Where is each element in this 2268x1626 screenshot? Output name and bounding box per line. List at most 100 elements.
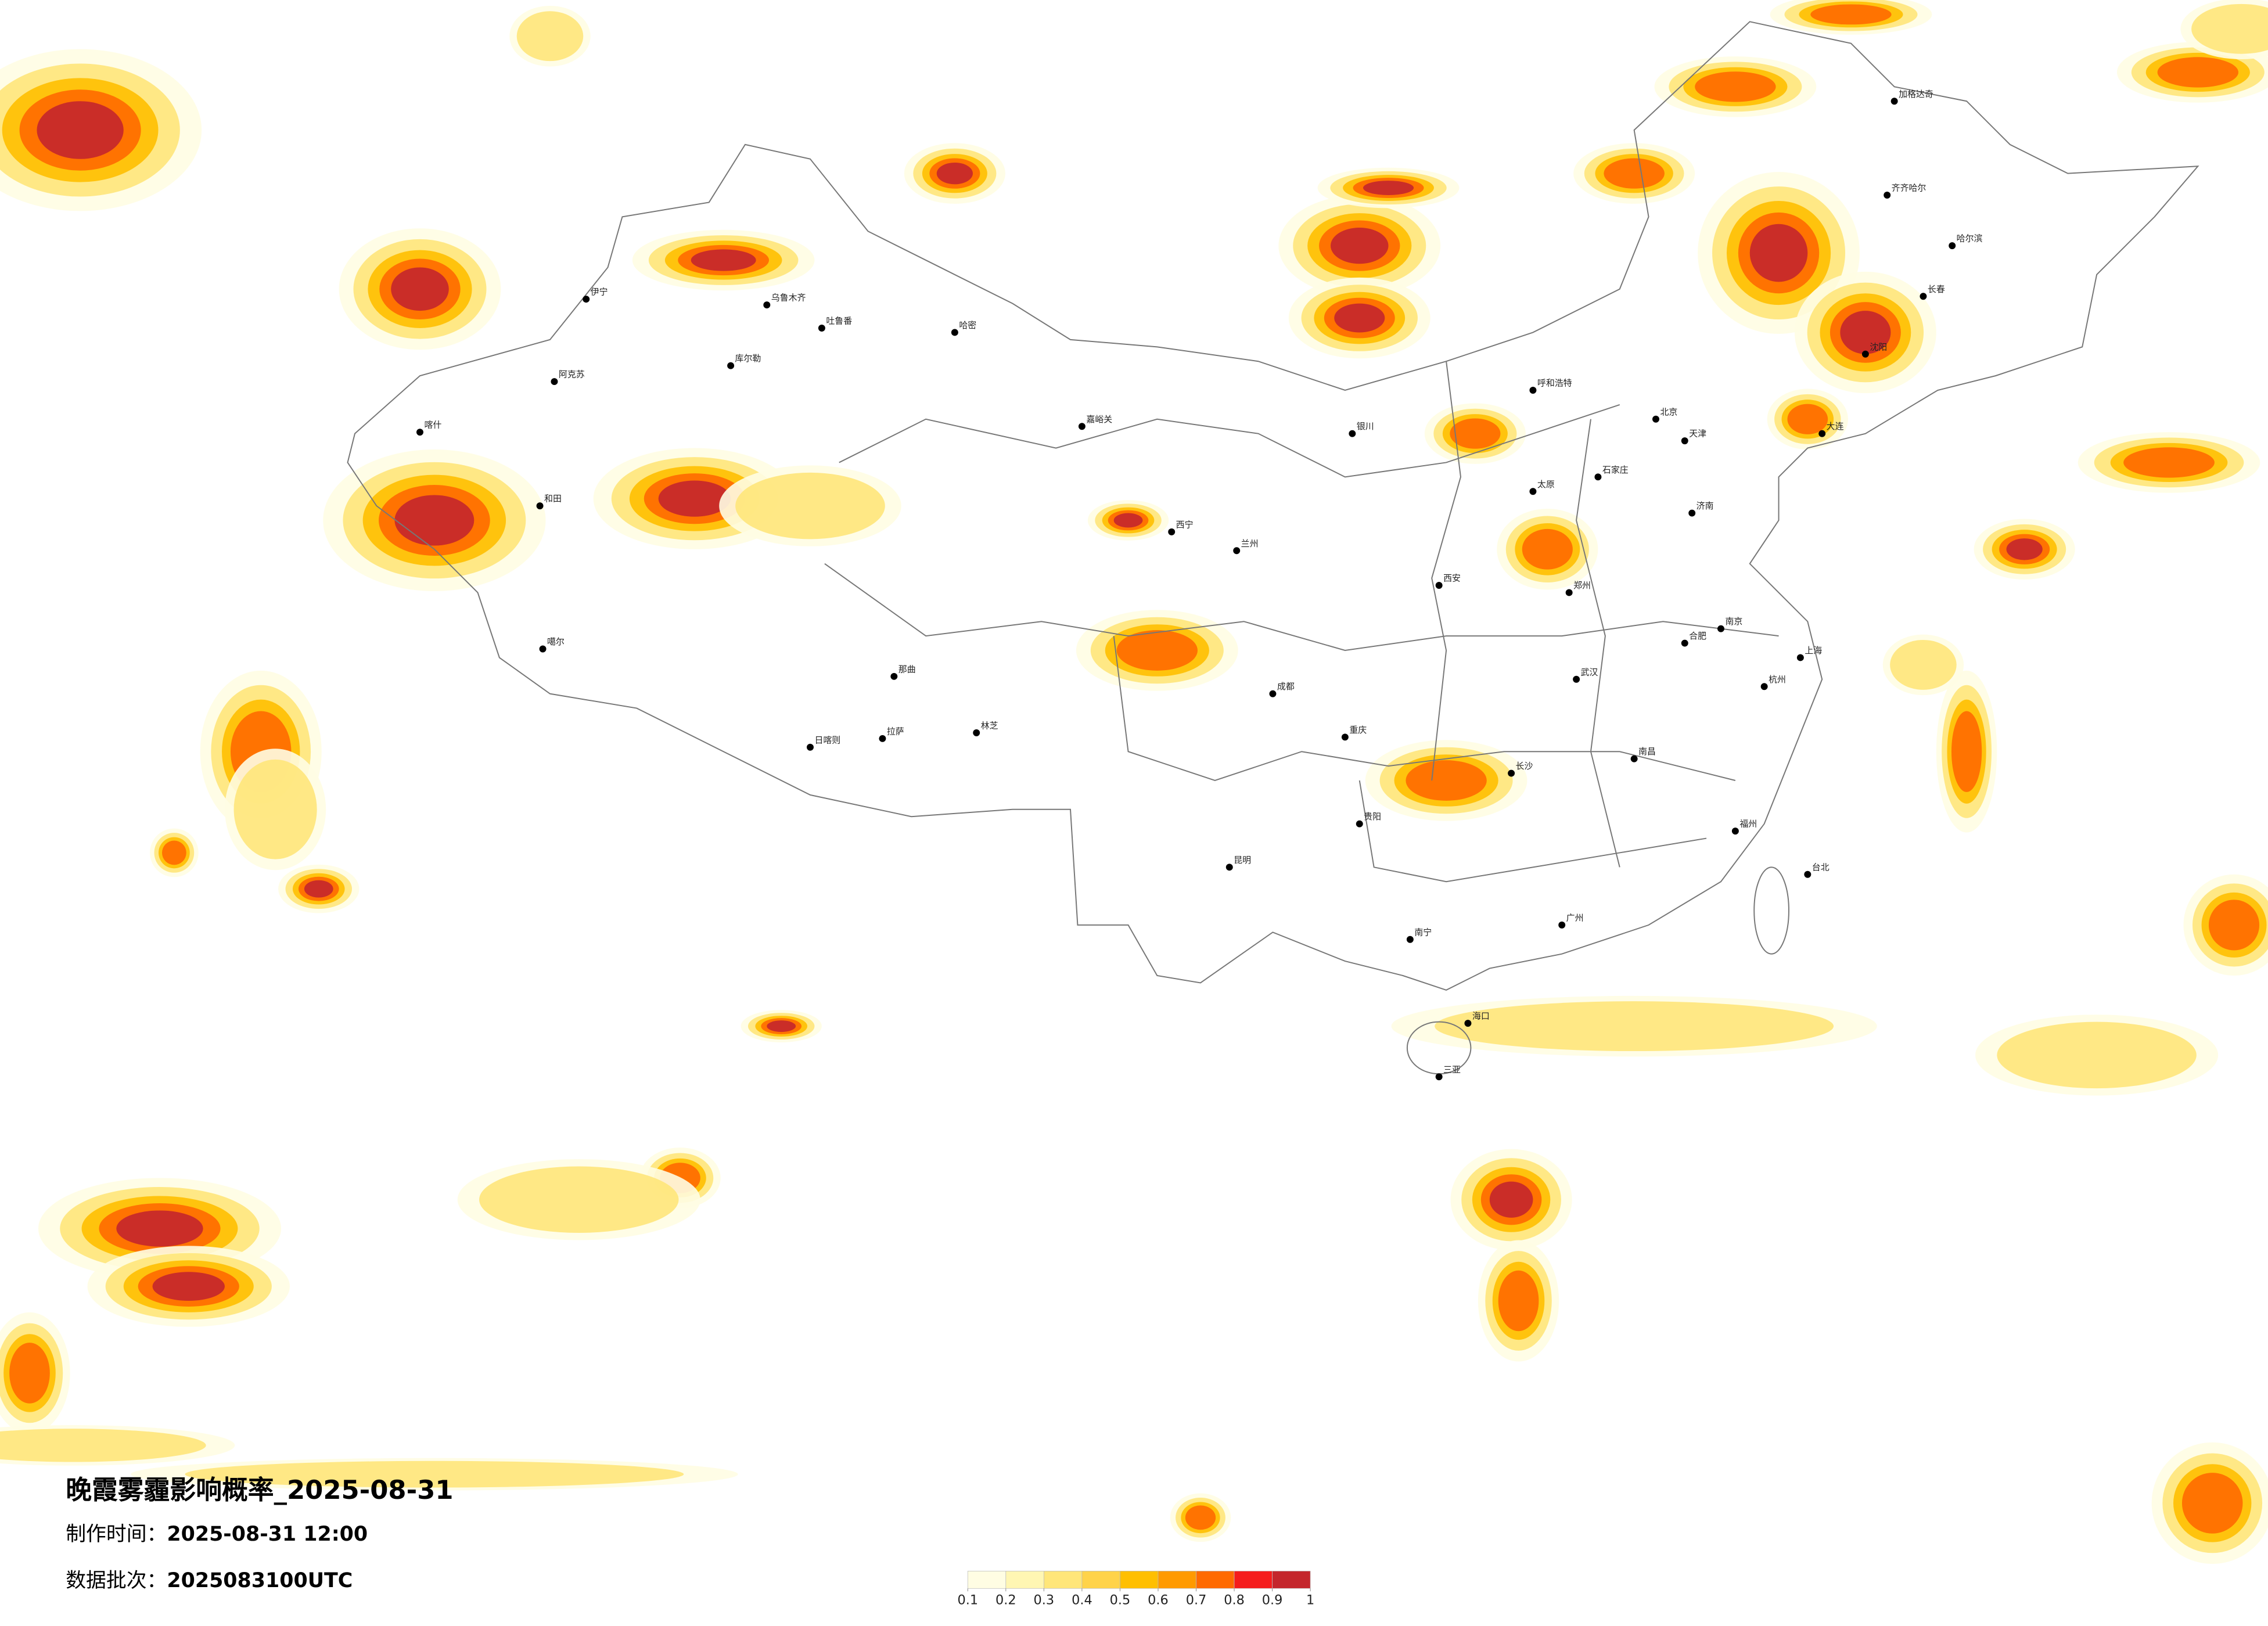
city-label: 杭州 [1769, 674, 1786, 685]
haze-area [2181, 1473, 2243, 1534]
haze-area [233, 759, 317, 859]
city-label: 济南 [1696, 501, 1714, 511]
province-border [1358, 780, 1707, 883]
city-dot [1760, 683, 1768, 690]
city-dot [1884, 192, 1891, 199]
legend-swatch [1272, 1571, 1311, 1589]
city-label: 天津 [1689, 429, 1706, 439]
city-dot [1681, 639, 1688, 647]
city-dot [1529, 488, 1537, 495]
city-label: 海口 [1472, 1011, 1490, 1021]
legend-tick-label: 0.6 [1148, 1593, 1169, 1608]
city-label: 林芝 [981, 720, 998, 731]
city-label: 福州 [1739, 819, 1757, 829]
city-dot [807, 743, 814, 751]
city-dot [1464, 1020, 1472, 1027]
legend-swatch [1234, 1571, 1273, 1589]
haze-area [116, 1210, 203, 1247]
city-label: 日喀则 [814, 735, 840, 745]
city-label: 西安 [1443, 573, 1461, 584]
province-border [1576, 419, 1620, 868]
city-label: 成都 [1277, 681, 1295, 692]
haze-area [1334, 303, 1385, 333]
haze-area [1498, 1270, 1539, 1332]
city-dot [1681, 437, 1688, 445]
city-dot [1688, 509, 1696, 517]
city-label: 哈密 [959, 320, 976, 330]
china-outline [347, 21, 2199, 991]
city-dot [1225, 864, 1233, 871]
city-dot [539, 645, 547, 653]
production-time: 制作时间：2025-08-31 12:00 [66, 1523, 368, 1546]
city-label: 北京 [1660, 406, 1677, 417]
haze-area [0, 1429, 206, 1462]
city-dot [1435, 582, 1443, 589]
city-label: 乌鲁木齐 [771, 293, 806, 303]
haze-area [1406, 760, 1487, 801]
haze-area [1890, 639, 1957, 690]
city-dot [1078, 423, 1086, 430]
city-dot [536, 502, 544, 510]
map-title: 晚霞雾霾影响概率_2025-08-31 [66, 1474, 453, 1505]
city-dot [727, 362, 735, 369]
haze-area [2191, 3, 2268, 54]
city-label: 郑州 [1573, 580, 1591, 591]
city-dot [1558, 921, 1566, 929]
city-label: 大连 [1827, 421, 1844, 431]
city-dot [1861, 350, 1869, 358]
legend-swatch [1005, 1571, 1044, 1589]
city-label: 阿克苏 [559, 369, 585, 380]
haze-area [1522, 528, 1573, 570]
city-label: 长春 [1928, 284, 1945, 294]
city-dot [1341, 733, 1349, 741]
haze-area [9, 1343, 50, 1404]
haze-area [1749, 224, 1808, 282]
probability-field [0, 0, 2268, 1564]
city-label: 广州 [1566, 912, 1584, 923]
city-label: 武汉 [1581, 667, 1598, 677]
city-label: 南京 [1725, 616, 1742, 627]
city-label: 嘉峪关 [1086, 414, 1112, 425]
haze-area [1787, 404, 1828, 434]
city-dot [1529, 387, 1537, 394]
haze-area [2123, 447, 2215, 478]
legend-swatch [1158, 1571, 1196, 1589]
haze-area [1116, 630, 1198, 671]
haze-area [1330, 228, 1389, 264]
city-dot [1920, 293, 1927, 300]
legend-tick-label: 0.2 [995, 1593, 1016, 1608]
haze-area [2006, 538, 2043, 560]
legend-swatch [1120, 1571, 1159, 1589]
haze-area [1363, 181, 1414, 195]
city-dot [1233, 547, 1241, 555]
haze-area [185, 1460, 684, 1488]
data-batch: 数据批次：2025083100UTC [66, 1569, 353, 1592]
city-dot [951, 329, 958, 336]
city-dot [890, 672, 898, 680]
legend-swatch [1043, 1571, 1083, 1589]
legend-tick-label: 0.1 [957, 1593, 978, 1608]
city-dot [763, 301, 771, 309]
data-batch-label: 数据批次： [66, 1569, 167, 1592]
taiwan [1753, 866, 1789, 955]
haze-area [1185, 1505, 1216, 1530]
city-dot [1573, 675, 1580, 683]
haze-area [735, 472, 885, 539]
city-dot [1890, 98, 1898, 105]
city-label: 三亚 [1443, 1064, 1461, 1075]
city-dot [1796, 654, 1804, 661]
data-batch-value: 2025083100UTC [167, 1569, 353, 1592]
city-label: 重庆 [1349, 725, 1367, 735]
city-dot [879, 735, 886, 742]
city-dot [1565, 589, 1573, 596]
city-label: 沈阳 [1870, 341, 1887, 352]
city-label: 台北 [1812, 862, 1830, 872]
city-label: 贵阳 [1364, 811, 1381, 822]
city-label: 哈尔滨 [1957, 233, 1983, 244]
city-dot [1630, 755, 1638, 762]
legend-tick-label: 0.4 [1072, 1593, 1092, 1608]
